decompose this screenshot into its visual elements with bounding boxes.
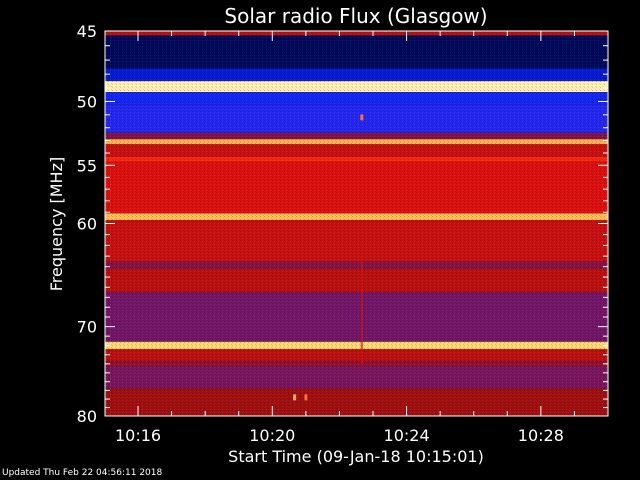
y-axis: 45 50 55 60 70 80: [77, 22, 608, 426]
y-tick-label: 55: [77, 156, 97, 175]
chart-title: Solar radio Flux (Glasgow): [224, 4, 487, 28]
y-tick-label: 45: [77, 22, 97, 41]
plot-area: [105, 31, 608, 416]
x-tick-label: 10:16: [115, 426, 161, 445]
y-tick-label: 50: [77, 93, 97, 112]
x-tick-label: 10:20: [249, 426, 295, 445]
y-axis-title: Frequency [MHz]: [47, 157, 66, 291]
y-tick-label: 60: [77, 215, 97, 234]
y-tick-label: 70: [77, 318, 97, 337]
x-tick-label: 10:28: [518, 426, 564, 445]
y-tick-label: 80: [77, 407, 97, 426]
noise-texture: [105, 31, 608, 416]
updated-timestamp: Updated Thu Feb 22 04:56:11 2018: [2, 468, 163, 478]
x-tick-label: 10:24: [384, 426, 430, 445]
x-axis-title: Start Time (09-Jan-18 10:15:01): [228, 447, 484, 466]
x-axis: 10:16 10:20 10:24 10:28: [115, 31, 575, 445]
